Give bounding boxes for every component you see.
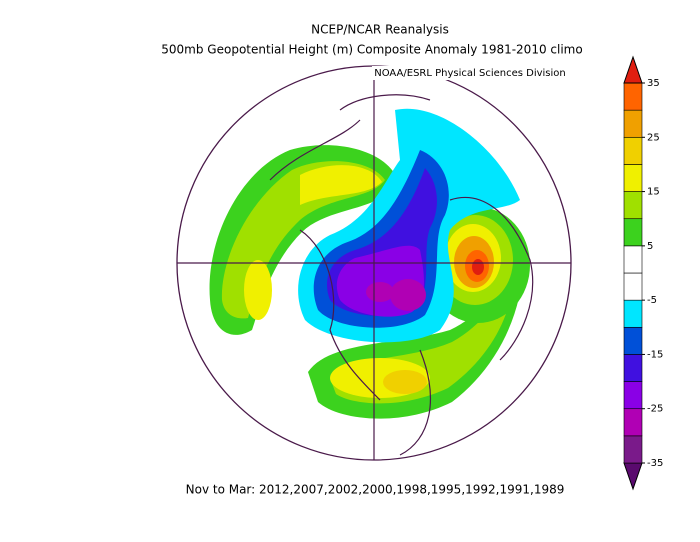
colorbar-tick-label: 25	[647, 132, 660, 143]
colorbar-segment	[623, 326, 643, 355]
colorbar-tick-label: -5	[647, 295, 657, 306]
colorbar-tick-label: -15	[647, 349, 663, 360]
credit-box	[372, 66, 572, 80]
colorbar-segment	[623, 272, 643, 301]
colorbar-arrow	[623, 55, 643, 84]
colorbar-segment	[623, 82, 643, 111]
colorbar-arrow	[623, 462, 643, 491]
title: NCEP/NCAR Reanalysis	[311, 23, 449, 37]
subtitle: 500mb Geopotential Height (m) Composite …	[161, 43, 582, 57]
colorbar-segment	[623, 299, 643, 328]
colorbar-segment	[623, 245, 643, 274]
colorbar-tick-label: 15	[647, 187, 660, 198]
colorbar: 35 25 15 5 -5 -15 -25 -35	[623, 55, 663, 491]
colorbar-segment	[623, 408, 643, 437]
colorbar-segment	[623, 435, 643, 464]
colorbar-tick-label: 35	[647, 78, 660, 89]
colorbar-segment	[623, 218, 643, 247]
credit: NOAA/ESRL Physical Sciences Division	[374, 68, 566, 79]
colorbar-segment	[623, 354, 643, 382]
colorbar-segment	[623, 191, 643, 220]
colorbar-segment	[623, 164, 643, 192]
colorbar-segment	[623, 381, 643, 410]
footer: Nov to Mar: 2012,2007,2002,2000,1998,199…	[186, 483, 565, 497]
colorbar-tick-label: -35	[647, 458, 663, 469]
colorbar-tick-label: 5	[647, 241, 653, 252]
colorbar-segment	[623, 136, 643, 165]
colorbar-segment	[623, 109, 643, 138]
anomaly-field	[177, 66, 571, 460]
colorbar-tick-label: -25	[647, 404, 663, 415]
